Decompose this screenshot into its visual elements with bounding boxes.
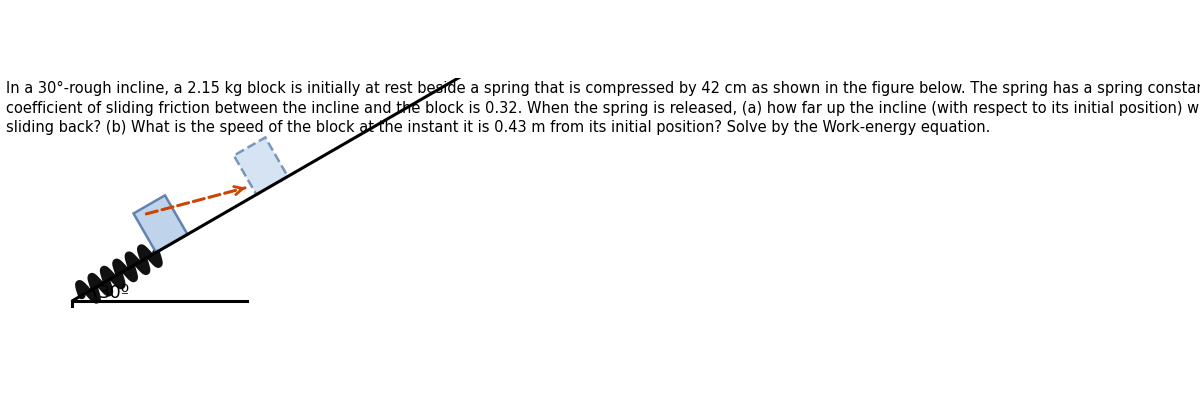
Polygon shape <box>234 138 288 195</box>
Text: 30º: 30º <box>98 284 130 302</box>
Text: In a 30°-rough incline, a 2.15 kg block is initially at rest beside a spring tha: In a 30°-rough incline, a 2.15 kg block … <box>6 81 1200 135</box>
Polygon shape <box>133 195 187 252</box>
